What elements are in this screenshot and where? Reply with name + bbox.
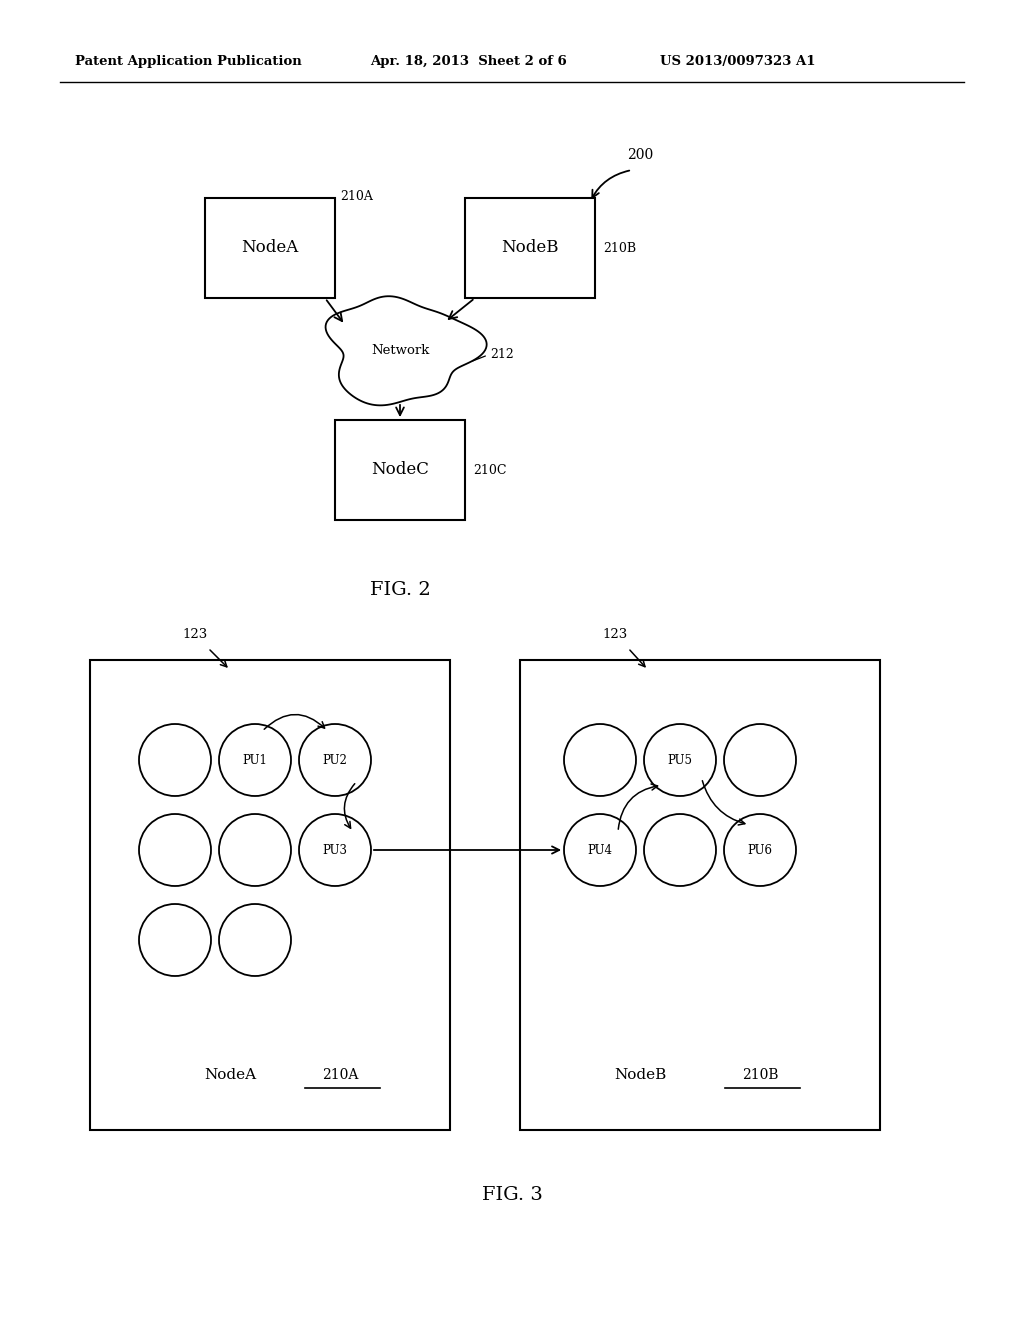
Text: Apr. 18, 2013  Sheet 2 of 6: Apr. 18, 2013 Sheet 2 of 6: [370, 55, 566, 69]
Text: 123: 123: [602, 628, 628, 642]
Circle shape: [644, 814, 716, 886]
Circle shape: [219, 814, 291, 886]
Text: Patent Application Publication: Patent Application Publication: [75, 55, 302, 69]
Circle shape: [564, 723, 636, 796]
Text: PU4: PU4: [588, 843, 612, 857]
Text: Network: Network: [371, 343, 429, 356]
Circle shape: [219, 723, 291, 796]
Text: 212: 212: [490, 348, 514, 362]
Circle shape: [139, 723, 211, 796]
Text: NodeC: NodeC: [371, 462, 429, 479]
Text: PU5: PU5: [668, 754, 692, 767]
Bar: [465, 198, 595, 298]
Circle shape: [219, 904, 291, 975]
Circle shape: [644, 723, 716, 796]
Text: PU1: PU1: [243, 754, 267, 767]
Text: 210B: 210B: [741, 1068, 778, 1082]
Text: PU6: PU6: [748, 843, 772, 857]
Text: 210B: 210B: [603, 242, 636, 255]
Circle shape: [564, 814, 636, 886]
Text: 210C: 210C: [473, 463, 507, 477]
Circle shape: [139, 814, 211, 886]
Bar: [335, 420, 465, 520]
Text: NodeA: NodeA: [204, 1068, 256, 1082]
Bar: [205, 198, 335, 298]
Polygon shape: [326, 296, 486, 405]
Text: FIG. 2: FIG. 2: [370, 581, 430, 599]
Text: NodeB: NodeB: [613, 1068, 667, 1082]
Circle shape: [299, 814, 371, 886]
Text: 210A: 210A: [322, 1068, 358, 1082]
Circle shape: [724, 814, 796, 886]
Circle shape: [139, 904, 211, 975]
Text: FIG. 3: FIG. 3: [481, 1185, 543, 1204]
Text: PU3: PU3: [323, 843, 347, 857]
Text: 123: 123: [182, 628, 208, 642]
Circle shape: [724, 723, 796, 796]
Text: 200: 200: [627, 148, 653, 162]
Bar: [520, 660, 880, 1130]
Text: NodeB: NodeB: [502, 239, 559, 256]
Text: 210A: 210A: [340, 190, 373, 203]
Text: NodeA: NodeA: [242, 239, 299, 256]
Text: US 2013/0097323 A1: US 2013/0097323 A1: [660, 55, 815, 69]
Bar: [90, 660, 450, 1130]
Text: PU2: PU2: [323, 754, 347, 767]
Circle shape: [299, 723, 371, 796]
